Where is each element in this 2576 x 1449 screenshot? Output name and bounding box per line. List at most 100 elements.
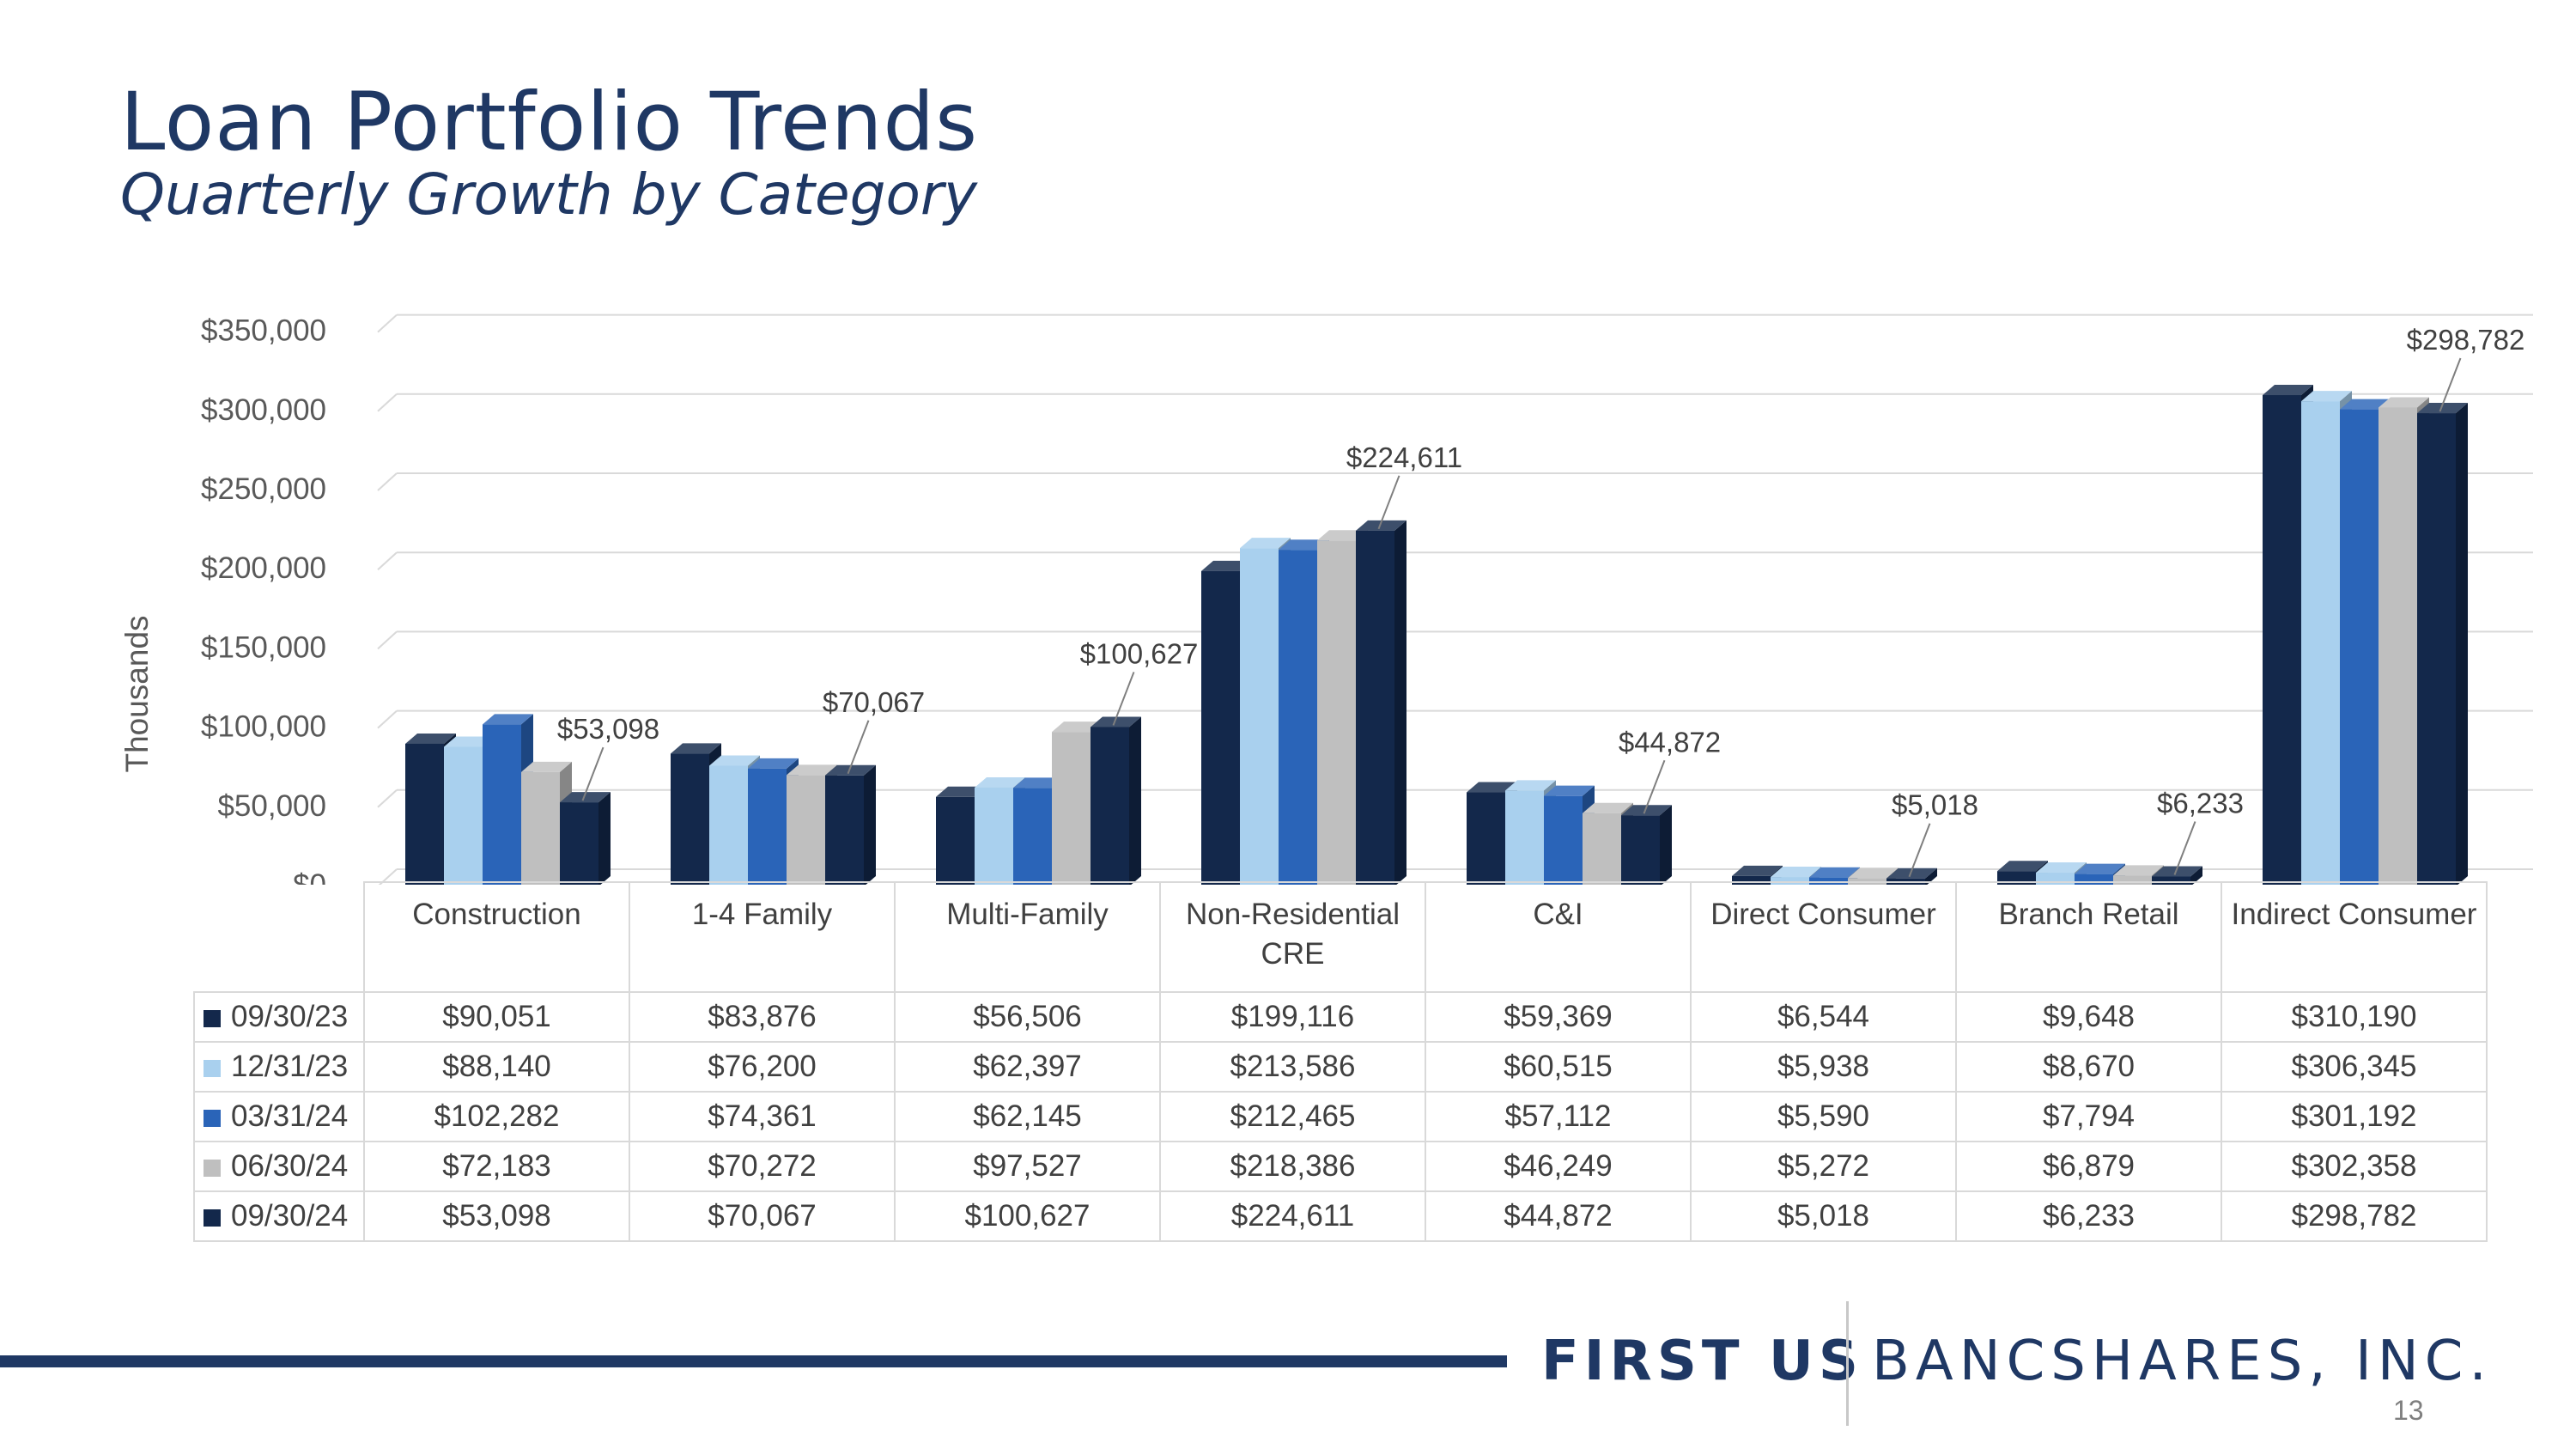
table-cell: $56,506 bbox=[894, 991, 1161, 1043]
legend-swatch bbox=[204, 1159, 221, 1177]
legend-key: 09/30/24 bbox=[193, 1190, 365, 1242]
data-label-leader bbox=[1377, 475, 1400, 530]
bar-group bbox=[1201, 520, 1406, 885]
bar-top bbox=[787, 764, 837, 776]
chart-data-table: Construction 1-4 Family Multi-Family Non… bbox=[193, 881, 2488, 1242]
table-cell: $88,140 bbox=[363, 1041, 630, 1093]
table-cell: $90,051 bbox=[363, 991, 630, 1043]
bar-front bbox=[1467, 792, 1505, 885]
bar-top bbox=[2113, 865, 2164, 876]
legend-swatch bbox=[204, 1009, 221, 1027]
bar-top bbox=[1505, 780, 1556, 791]
legend-key: 09/30/23 bbox=[193, 991, 365, 1043]
bar-top bbox=[1201, 560, 1252, 571]
table-row: 12/31/23 $88,140 $76,200 $62,397 $213,586 $60… bbox=[193, 1041, 2488, 1093]
bar-top bbox=[1886, 868, 1937, 879]
bar-front bbox=[1091, 727, 1129, 885]
table-cell: $5,938 bbox=[1690, 1041, 1957, 1093]
table-cell: $224,611 bbox=[1159, 1190, 1426, 1242]
bar-side bbox=[1925, 868, 1937, 885]
data-label: $44,872 bbox=[1619, 726, 1721, 758]
category-header: Direct Consumer bbox=[1690, 881, 1957, 993]
y-axis-title: Thousands bbox=[119, 615, 155, 772]
bar-front bbox=[1013, 788, 1052, 885]
bar-top bbox=[1732, 865, 1783, 876]
y-tick-label: $150,000 bbox=[201, 630, 326, 664]
data-label-leader bbox=[1643, 759, 1666, 814]
table-cell: $62,145 bbox=[894, 1091, 1161, 1142]
table-cell: $306,345 bbox=[2221, 1041, 2488, 1093]
legend-label: 03/31/24 bbox=[231, 1099, 349, 1133]
table-cell: $57,112 bbox=[1425, 1091, 1692, 1142]
bar-front bbox=[1809, 877, 1848, 885]
category-header: C&I bbox=[1425, 881, 1692, 993]
bar-front bbox=[2379, 407, 2417, 885]
bar-front bbox=[975, 787, 1013, 885]
table-cell: $212,465 bbox=[1159, 1091, 1426, 1142]
data-labels: $53,098 $70,067 $100,627 $224,611 $44,872 $5,… bbox=[557, 324, 2524, 878]
bar-top bbox=[936, 786, 987, 797]
bar-front bbox=[2263, 395, 2301, 885]
legend-key: 06/30/24 bbox=[193, 1141, 365, 1192]
bar-top bbox=[1848, 868, 1899, 879]
bar-side bbox=[864, 764, 876, 885]
legend-label: 09/30/23 bbox=[231, 1000, 349, 1033]
bar-front bbox=[787, 775, 825, 885]
bar-front bbox=[671, 753, 709, 885]
bar-top bbox=[1279, 539, 1329, 551]
bar-side bbox=[1660, 805, 1672, 885]
data-label: $53,098 bbox=[557, 713, 659, 745]
y-tick-label: $350,000 bbox=[201, 314, 326, 348]
gridline-side bbox=[377, 789, 398, 808]
bar-top bbox=[2417, 403, 2468, 414]
y-tick-label: $100,000 bbox=[201, 710, 326, 744]
table-cell: $199,116 bbox=[1159, 991, 1426, 1043]
data-label-leader bbox=[581, 746, 605, 801]
bar-top bbox=[1583, 802, 1633, 813]
bar-front bbox=[1583, 813, 1621, 885]
table-cell: $44,872 bbox=[1425, 1190, 1692, 1242]
table-cell: $59,369 bbox=[1425, 991, 1692, 1043]
bar-front bbox=[483, 724, 521, 885]
table-cell: $70,272 bbox=[629, 1141, 896, 1192]
table-cell: $7,794 bbox=[1955, 1091, 2222, 1142]
bar-top bbox=[2301, 391, 2352, 402]
bar-top bbox=[1091, 716, 1141, 728]
category-header: Branch Retail bbox=[1955, 881, 2222, 993]
bar-side bbox=[2190, 866, 2202, 885]
data-table-header-row: Construction 1-4 Family Multi-Family Non… bbox=[194, 881, 2488, 993]
bar-top bbox=[1052, 721, 1103, 733]
slide-subtitle: Quarterly Growth by Category bbox=[120, 161, 978, 228]
bar-front bbox=[1356, 530, 1394, 885]
table-cell: $5,018 bbox=[1690, 1190, 1957, 1242]
table-cell: $100,627 bbox=[894, 1190, 1161, 1242]
bar-group bbox=[1467, 780, 1672, 885]
bar bbox=[1356, 520, 1406, 885]
y-tick-label: $50,000 bbox=[217, 789, 326, 823]
data-label: $70,067 bbox=[823, 686, 925, 718]
page-number: 13 bbox=[2393, 1395, 2424, 1426]
table-row: 03/31/24 $102,282 $74,361 $62,145 $212,465 $5… bbox=[193, 1091, 2488, 1142]
table-cell: $6,879 bbox=[1955, 1141, 2222, 1192]
bar-front bbox=[444, 746, 483, 885]
table-corner bbox=[194, 882, 365, 993]
table-cell: $76,200 bbox=[629, 1041, 896, 1093]
bar-front bbox=[1505, 790, 1544, 885]
bar-front bbox=[560, 802, 598, 885]
bar-top bbox=[405, 733, 456, 744]
brand-logo-rest: BANCSHARES, INC. bbox=[1872, 1330, 2493, 1393]
bar-top bbox=[825, 764, 876, 776]
bar-group bbox=[671, 743, 876, 885]
table-cell: $218,386 bbox=[1159, 1141, 1426, 1192]
data-label: $100,627 bbox=[1080, 637, 1199, 669]
data-label-leader bbox=[2439, 357, 2462, 412]
data-label-leader bbox=[2173, 821, 2196, 875]
bar-top bbox=[2152, 866, 2202, 877]
bar-front bbox=[709, 765, 748, 885]
bar-group bbox=[2263, 385, 2468, 885]
legend-swatch bbox=[204, 1059, 221, 1077]
y-tick-label: $0 bbox=[293, 868, 326, 885]
bar-top bbox=[444, 736, 495, 747]
loan-portfolio-chart: $0 $50,000 $100,000 $150,000 $200,000 $250,00… bbox=[119, 314, 2533, 885]
bar-side bbox=[598, 792, 611, 885]
